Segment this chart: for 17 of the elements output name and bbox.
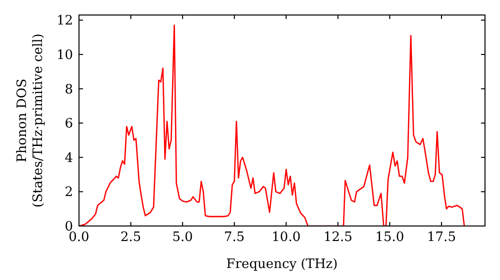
x-axis-title: Frequency (THz) bbox=[226, 257, 338, 272]
y-tick-label: 2 bbox=[64, 185, 73, 200]
x-tick-label: 17.5 bbox=[427, 230, 456, 245]
y-tick-label: 10 bbox=[56, 48, 73, 63]
x-tick-label: 10.0 bbox=[272, 230, 301, 245]
y-tick-label: 12 bbox=[56, 14, 73, 29]
y-tick-label: 4 bbox=[64, 150, 73, 166]
x-tick-label: 7.5 bbox=[224, 230, 245, 245]
x-tick-label: 0.0 bbox=[68, 230, 90, 245]
y-tick-label: 8 bbox=[64, 82, 73, 98]
x-tick-label: 5.0 bbox=[172, 230, 193, 245]
x-tick-label: 2.5 bbox=[120, 230, 142, 245]
y-tick-label: 6 bbox=[64, 116, 73, 132]
x-tick-label: 12.5 bbox=[323, 230, 352, 245]
y-axis-title: Phonon DOS (States/THz·primitive cell) bbox=[15, 33, 46, 208]
line-series bbox=[79, 24, 465, 226]
x-tick-label: 15.0 bbox=[375, 230, 404, 245]
